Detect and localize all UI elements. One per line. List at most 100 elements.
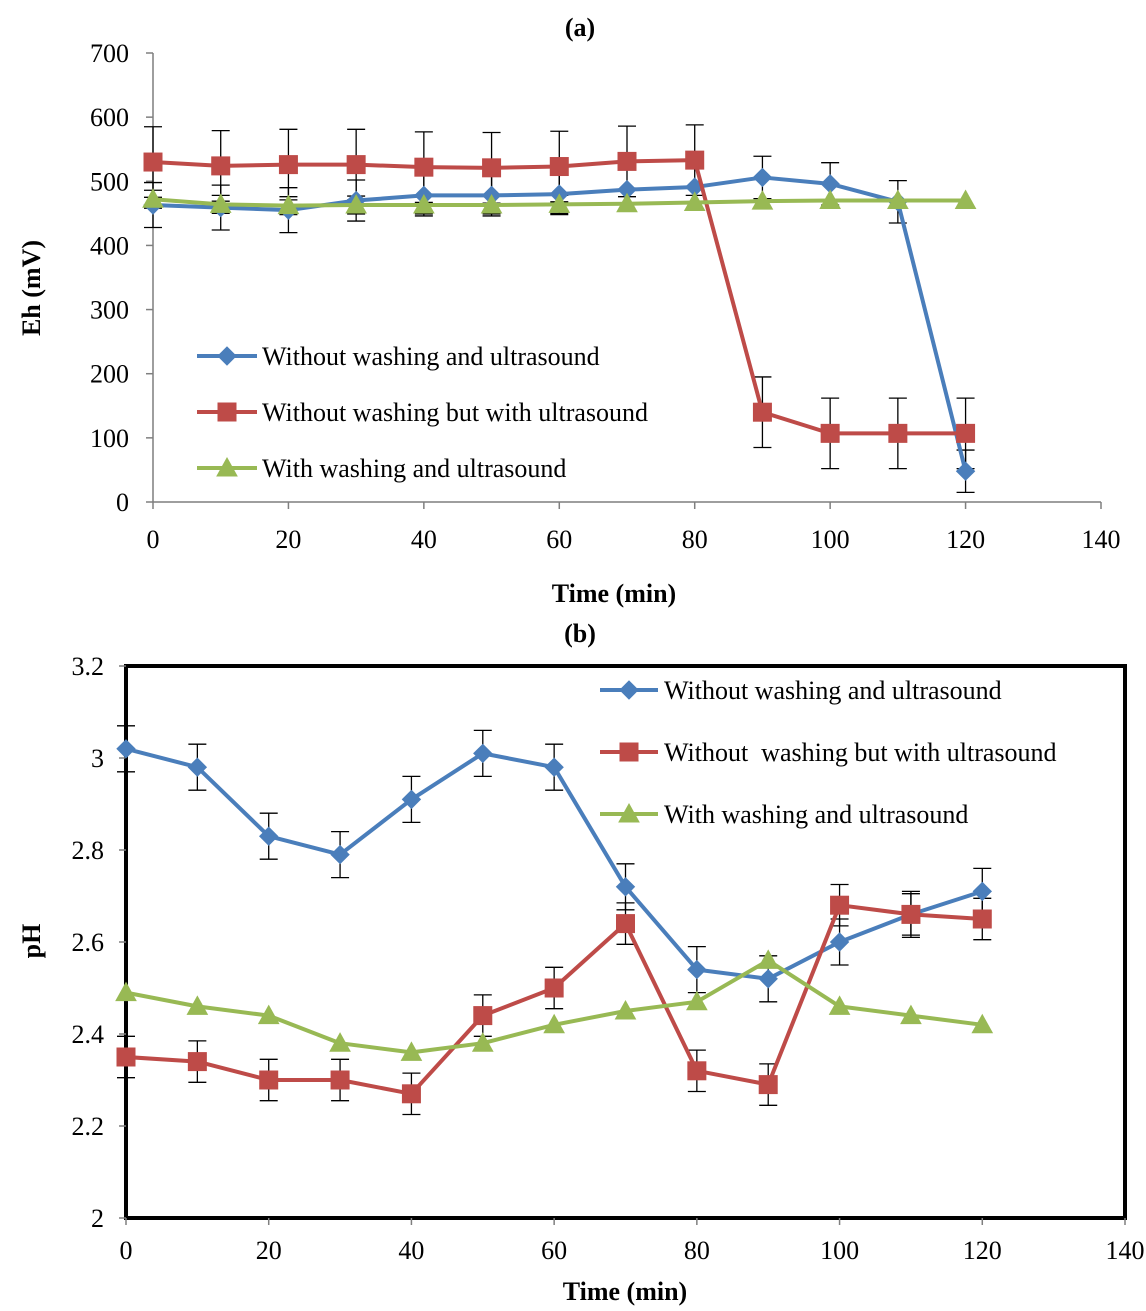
panel-b-point-without-washing-and-ultrasound bbox=[829, 932, 850, 952]
panel-b-point-without-washing-but-with-ultrasound bbox=[259, 1070, 279, 1090]
panel-b-point-with-washing-and-ultrasound bbox=[971, 1013, 994, 1034]
panel-b-point-without-washing-but-with-ultrasound bbox=[616, 914, 635, 934]
panel-b-legend-label-without-washing-and-ultrasound: Without washing and ultrasound bbox=[664, 676, 1002, 705]
panel-a-point-without-washing-but-with-ultrasound bbox=[685, 150, 705, 170]
panel-a-point-with-washing-and-ultrasound bbox=[954, 189, 977, 210]
panel-b-x-tick-label: 0 bbox=[120, 1236, 133, 1265]
panel-a-x-tick-label: 120 bbox=[946, 525, 985, 554]
panel-b-point-without-washing-but-with-ultrasound bbox=[116, 1047, 136, 1067]
panel-b-y-tick-label: 2.4 bbox=[72, 1020, 105, 1049]
panel-a-plot-area bbox=[142, 124, 977, 494]
panel-a-point-without-washing-and-ultrasound bbox=[752, 167, 773, 188]
panel-a-axes: 0 100 200 300 400 500 600 700 0 20 40 60 80 100 120 140 bbox=[90, 39, 1121, 554]
panel-a-point-with-washing-and-ultrasound bbox=[345, 193, 367, 214]
panel-a-y-tick-label: 700 bbox=[90, 39, 129, 68]
panel-b-point-without-washing-and-ultrasound bbox=[473, 743, 493, 764]
panel-b-point-with-washing-and-ultrasound bbox=[686, 990, 708, 1011]
panel-a-point-with-washing-and-ultrasound bbox=[548, 193, 571, 213]
panel-b-point-with-washing-and-ultrasound bbox=[400, 1041, 423, 1061]
panel-b-legend: Without washing and ultrasound Without wa… bbox=[600, 676, 1057, 829]
panel-a-point-without-washing-but-with-ultrasound bbox=[617, 151, 637, 171]
panel-b-y-tick-label: 2 bbox=[91, 1204, 104, 1233]
panel-a-legend: Without washing and ultrasound Without wa… bbox=[197, 342, 648, 483]
panel-a-point-without-washing-but-with-ultrasound bbox=[482, 158, 502, 178]
panel-a-point-with-washing-and-ultrasound bbox=[209, 193, 232, 213]
panel-b-point-without-washing-and-ultrasound bbox=[687, 959, 707, 980]
panel-a-point-with-washing-and-ultrasound bbox=[887, 189, 909, 210]
panel-a-y-tick-label: 200 bbox=[90, 360, 129, 389]
panel-a-legend-label-without-washing-but-with-ultrasound: Without washing but with ultrasound bbox=[262, 398, 648, 427]
panel-a-y-tick-label: 100 bbox=[90, 424, 129, 453]
panel-b-x-tick-label: 100 bbox=[820, 1236, 859, 1265]
panel-b-point-without-washing-and-ultrasound bbox=[259, 826, 279, 846]
panel-a-y-tick-label: 0 bbox=[116, 488, 129, 517]
panel-a-point-without-washing-but-with-ultrasound bbox=[549, 157, 569, 177]
panel-a-y-axis-title: Eh (mV) bbox=[17, 240, 46, 336]
panel-b-point-with-washing-and-ultrasound bbox=[115, 981, 137, 1002]
panel-a-series-line-without-washing-and-ultrasound bbox=[152, 175, 968, 472]
panel-b-y-axis-title: pH bbox=[17, 924, 46, 959]
panel-b-point-without-washing-but-with-ultrasound bbox=[830, 895, 850, 915]
panel-a-point-without-washing-but-with-ultrasound bbox=[414, 157, 434, 177]
panel-a-point-with-washing-and-ultrasound bbox=[277, 194, 300, 215]
panel-b-point-without-washing-and-ultrasound bbox=[758, 969, 778, 989]
panel-b-point-without-washing-and-ultrasound bbox=[187, 757, 208, 777]
panel-b-point-without-washing-and-ultrasound bbox=[116, 739, 136, 759]
panel-b-point-without-washing-but-with-ultrasound bbox=[330, 1070, 350, 1090]
panel-b-point-with-washing-and-ultrasound bbox=[257, 1004, 280, 1025]
panel-a-eh-chart: (a) Eh (mV) Time (min) 01002003004005006… bbox=[17, 13, 1121, 608]
panel-a-point-without-washing-but-with-ultrasound bbox=[956, 423, 976, 443]
panel-a-point-without-washing-but-with-ultrasound bbox=[888, 423, 908, 443]
panel-b-y-tick-label: 3 bbox=[91, 744, 104, 773]
panel-a-point-with-washing-and-ultrasound bbox=[480, 193, 503, 214]
panel-b-point-without-washing-and-ultrasound bbox=[401, 789, 422, 810]
panel-b-axes: 2 2.2 2.4 2.6 2.8 3 3.2 0 20 40 60 80 100 120 140 bbox=[72, 652, 1145, 1265]
panel-b-point-without-washing-but-with-ultrasound bbox=[187, 1052, 207, 1072]
panel-a-x-tick-label: 0 bbox=[147, 525, 160, 554]
panel-b-point-without-washing-but-with-ultrasound bbox=[473, 1006, 493, 1026]
panel-a-point-without-washing-but-with-ultrasound bbox=[346, 155, 366, 175]
panel-b-point-with-washing-and-ultrasound bbox=[471, 1032, 494, 1052]
panel-a-legend-marker-with-washing-and-ultrasound bbox=[216, 456, 238, 477]
panel-b-legend-marker-without-washing-and-ultrasound bbox=[619, 680, 639, 700]
panel-b-y-tick-label: 2.8 bbox=[72, 836, 105, 865]
panel-a-point-with-washing-and-ultrasound bbox=[142, 188, 164, 208]
panel-b-point-with-washing-and-ultrasound bbox=[329, 1032, 351, 1052]
panel-b-point-without-washing-and-ultrasound bbox=[972, 881, 992, 902]
panel-b-x-tick-label: 140 bbox=[1106, 1236, 1145, 1265]
panel-a-y-tick-label: 600 bbox=[90, 103, 129, 132]
panel-a-legend-marker-without-washing-and-ultrasound bbox=[217, 346, 237, 366]
panel-b-point-with-washing-and-ultrasound bbox=[186, 995, 209, 1015]
panel-b-point-with-washing-and-ultrasound bbox=[543, 1013, 565, 1034]
panel-b-point-without-washing-but-with-ultrasound bbox=[901, 904, 921, 924]
panel-a-point-without-washing-and-ultrasound bbox=[955, 461, 976, 481]
panel-a-point-without-washing-but-with-ultrasound bbox=[820, 423, 840, 443]
panel-b-legend-marker-with-washing-and-ultrasound bbox=[618, 802, 640, 823]
panel-a-y-tick-label: 400 bbox=[90, 231, 129, 260]
panel-b-point-with-washing-and-ultrasound bbox=[614, 999, 637, 1020]
panel-b-y-tick-label: 2.6 bbox=[72, 928, 105, 957]
panel-b-point-without-washing-but-with-ultrasound bbox=[972, 909, 992, 929]
panel-a-x-tick-label: 40 bbox=[411, 525, 437, 554]
panel-a-point-with-washing-and-ultrasound bbox=[819, 189, 841, 210]
panel-a-y-tick-label: 500 bbox=[90, 167, 129, 196]
panel-a-legend-label-without-washing-and-ultrasound: Without washing and ultrasound bbox=[262, 342, 600, 371]
panel-b-point-with-washing-and-ultrasound bbox=[828, 995, 851, 1015]
panel-b-x-tick-label: 40 bbox=[398, 1236, 424, 1265]
panel-a-title: (a) bbox=[565, 13, 595, 42]
panel-a-x-tick-label: 20 bbox=[275, 525, 301, 554]
panel-b-legend-marker-without-washing-but-with-ultrasound bbox=[619, 742, 639, 762]
panel-a-x-tick-label: 140 bbox=[1082, 525, 1121, 554]
panel-b-x-tick-label: 120 bbox=[963, 1236, 1002, 1265]
panel-b-x-tick-label: 60 bbox=[541, 1236, 567, 1265]
panel-b-y-tick-label: 3.2 bbox=[72, 652, 105, 681]
panel-a-point-with-washing-and-ultrasound bbox=[413, 193, 435, 214]
panel-a-point-with-washing-and-ultrasound bbox=[751, 190, 774, 210]
panel-b-x-tick-label: 20 bbox=[256, 1236, 282, 1265]
panel-a-x-axis-title: Time (min) bbox=[552, 579, 676, 608]
panel-b-legend-label-with-washing-and-ultrasound: With washing and ultrasound bbox=[664, 800, 968, 829]
panel-a-legend-marker-without-washing-but-with-ultrasound bbox=[217, 402, 237, 422]
panel-a-y-tick-label: 300 bbox=[90, 296, 129, 325]
